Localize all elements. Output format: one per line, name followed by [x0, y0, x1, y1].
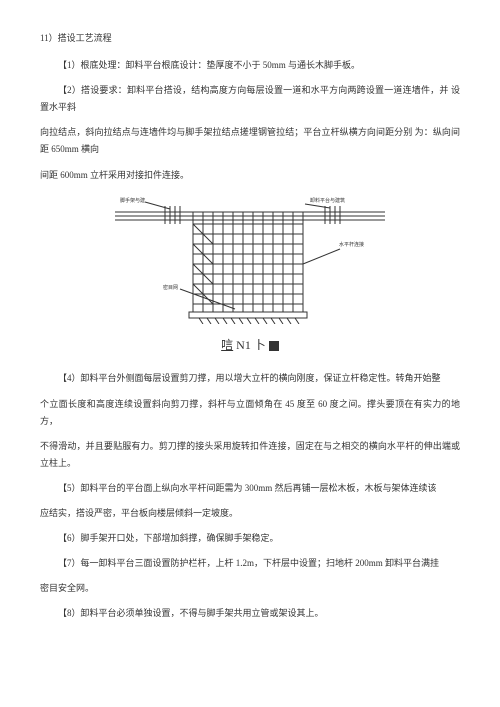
item-4-line-a: 【4）卸料平台外侧面每层设置剪刀撑，用以增大立杆的横向刚度，保证立杆稳定性。转角…: [40, 370, 460, 387]
item-5-line-a: 【5）卸料平台的平台面上纵向水平杆间距需为 300mm 然后再铺一层松木板，木板…: [40, 480, 460, 497]
item-4-line-b: 个立面长度和高度连续设置斜向剪刀撑，斜杆与立面倾角在 45 度至 60 度之间。…: [40, 396, 460, 430]
item-2-line-a: 【2）搭设要求：卸料平台搭设，结构高度方向每层设置一道和水平方向两跨设置一道连墙…: [40, 82, 460, 116]
item-7-line-b: 密目安全网。: [40, 580, 460, 597]
square-icon: [269, 341, 279, 351]
item-7-line-a: 【7）每一卸料平台三面设置防护栏杆，上杆 1.2m，下杆层中设置；扫地杆 200…: [40, 555, 460, 572]
fig-label-right2: 水平杆连接: [339, 241, 364, 248]
fig-label-inside: 密目网: [163, 284, 178, 291]
section-heading: 11）搭设工艺流程: [40, 30, 460, 47]
caption-n1: N1: [236, 338, 251, 352]
item-4-line-c: 不得滑动，并且要贴服有力。剪刀撑的接头采用旋转扣件连接，固定在与之相交的横向水平…: [40, 438, 460, 472]
item-2-line-c: 间距 600mm 立杆采用对接扣件连接。: [40, 167, 460, 184]
item-1: 【1）根底处理：卸料平台根底设计：垫厚度不小于 50mm 与通长木脚手板。: [40, 57, 460, 74]
fig-label-right: 卸料平台与建筑: [310, 197, 345, 204]
item-6: 【6）脚手架开口处，下部增加斜撑，确保脚手架稳定。: [40, 530, 460, 547]
item-5-line-b: 应结实，搭设严密，平台板向楼层倾斜一定坡度。: [40, 505, 460, 522]
caption-char-2: 卜: [254, 338, 266, 352]
fig-label-left: 脚手架与建: [120, 197, 145, 204]
item-8: 【8）卸料平台必须单独设置，不得与脚手架共用立管或架设其上。: [40, 605, 460, 622]
scaffold-diagram: 脚手架与建 卸料平台与建筑 水平杆连接 密目网: [115, 194, 385, 324]
item-2-line-b: 向拉结点，斜向拉结点与连墙件均与脚手架拉结点搓埋钢管拉结；平台立杆纵横方向间距分…: [40, 124, 460, 158]
figure-caption: 唁 N1 卜: [40, 334, 460, 357]
caption-char-1: 唁: [221, 338, 233, 352]
